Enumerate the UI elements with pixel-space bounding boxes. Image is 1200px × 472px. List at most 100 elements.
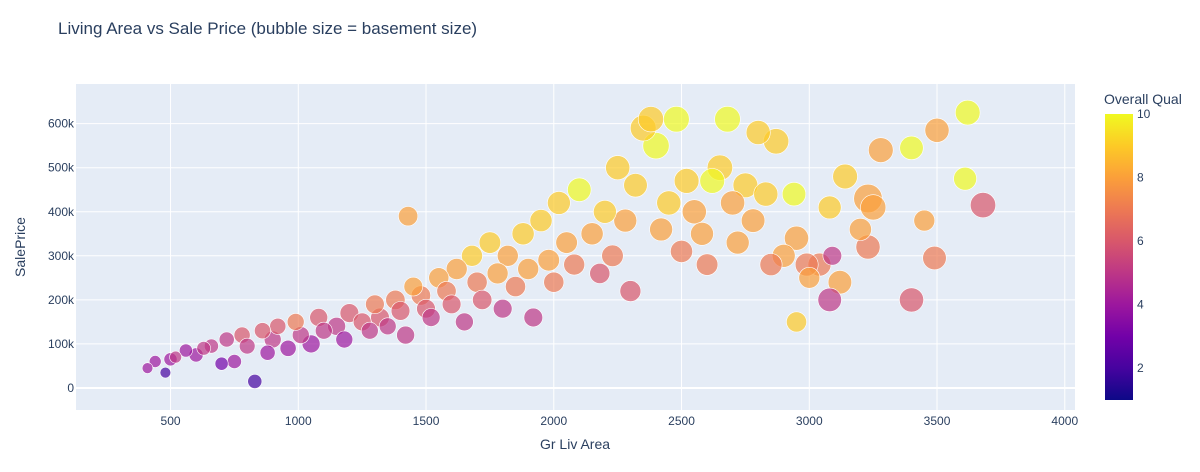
data-point bbox=[390, 301, 411, 321]
x-tick-label: 2500 bbox=[668, 414, 695, 428]
colorbar-tick-label: 8 bbox=[1137, 171, 1144, 185]
data-points bbox=[141, 99, 996, 389]
data-point bbox=[314, 321, 333, 340]
data-point bbox=[720, 190, 746, 216]
colorbar-tick-label: 10 bbox=[1137, 107, 1151, 121]
y-tick-label: 200k bbox=[48, 293, 75, 307]
data-point bbox=[649, 217, 673, 242]
data-point bbox=[159, 366, 172, 379]
data-point bbox=[860, 194, 887, 221]
data-point bbox=[913, 209, 936, 232]
x-tick-label: 1500 bbox=[413, 414, 440, 428]
data-point bbox=[396, 325, 415, 345]
data-point bbox=[637, 106, 664, 133]
data-point bbox=[365, 294, 385, 314]
data-point bbox=[781, 182, 807, 207]
data-point bbox=[226, 354, 242, 369]
data-point bbox=[445, 258, 468, 280]
x-axis-title: Gr Liv Area bbox=[540, 436, 610, 452]
data-point bbox=[725, 230, 750, 255]
data-point bbox=[753, 181, 779, 207]
y-tick-label: 400k bbox=[48, 205, 75, 219]
colorbar-tick-label: 6 bbox=[1137, 234, 1144, 248]
data-point bbox=[623, 173, 648, 198]
x-tick-label: 3500 bbox=[924, 414, 951, 428]
data-point bbox=[670, 239, 693, 263]
data-point bbox=[681, 199, 707, 225]
data-point bbox=[563, 253, 586, 276]
data-point bbox=[953, 166, 977, 191]
data-point bbox=[466, 271, 488, 293]
data-point bbox=[619, 280, 642, 302]
data-point bbox=[868, 137, 894, 163]
y-tick-label: 500k bbox=[48, 161, 75, 175]
data-point bbox=[786, 311, 807, 333]
data-point bbox=[589, 262, 611, 284]
data-point bbox=[832, 163, 858, 190]
data-point bbox=[656, 190, 682, 216]
data-point bbox=[593, 200, 617, 224]
colorbar-tick-label: 4 bbox=[1137, 298, 1144, 312]
data-point bbox=[784, 225, 809, 251]
data-point bbox=[478, 231, 502, 254]
data-point bbox=[523, 307, 543, 328]
data-point bbox=[745, 120, 771, 145]
data-point bbox=[403, 276, 423, 297]
data-point bbox=[690, 222, 714, 246]
data-point bbox=[759, 253, 783, 277]
data-point bbox=[259, 344, 276, 361]
data-point bbox=[461, 245, 483, 267]
data-point bbox=[817, 287, 842, 313]
chart-title: Living Area vs Sale Price (bubble size =… bbox=[58, 19, 477, 38]
data-point bbox=[714, 105, 741, 133]
data-point bbox=[360, 321, 379, 340]
x-tick-label: 500 bbox=[161, 414, 181, 428]
data-point bbox=[148, 355, 162, 368]
data-point bbox=[486, 262, 509, 285]
data-point bbox=[555, 231, 578, 254]
data-point bbox=[954, 99, 981, 126]
data-point bbox=[567, 177, 592, 202]
data-point bbox=[695, 253, 719, 276]
data-point bbox=[899, 287, 924, 313]
x-tick-label: 2000 bbox=[540, 414, 567, 428]
data-point bbox=[378, 317, 397, 336]
data-point bbox=[441, 294, 462, 314]
data-point bbox=[580, 222, 604, 246]
data-point bbox=[817, 195, 842, 220]
colorbar-tick-label: 2 bbox=[1137, 361, 1144, 375]
data-point bbox=[529, 209, 553, 233]
data-point bbox=[279, 339, 297, 357]
x-tick-label: 4000 bbox=[1051, 414, 1078, 428]
data-point bbox=[922, 245, 947, 271]
data-point bbox=[798, 266, 821, 289]
data-point bbox=[247, 373, 263, 389]
data-point bbox=[472, 289, 493, 310]
y-axis-title: SalePrice bbox=[12, 217, 28, 277]
data-point bbox=[517, 258, 540, 280]
data-point bbox=[547, 191, 571, 215]
data-point bbox=[740, 208, 766, 233]
data-point bbox=[543, 271, 565, 293]
data-point bbox=[214, 356, 229, 371]
data-point bbox=[663, 105, 690, 133]
data-point bbox=[605, 155, 631, 181]
data-point bbox=[673, 168, 700, 194]
x-tick-labels: 500 1000 1500 2000 2500 3000 3500 4000 bbox=[161, 414, 1079, 428]
data-point bbox=[141, 362, 154, 374]
data-point bbox=[269, 317, 287, 335]
data-point bbox=[969, 192, 996, 219]
data-point bbox=[254, 322, 271, 340]
x-tick-label: 3000 bbox=[796, 414, 823, 428]
colorbar-title: Overall Qual bbox=[1104, 91, 1182, 107]
colorbar-tick-labels: 2 4 6 8 10 bbox=[1137, 107, 1151, 375]
data-point bbox=[169, 350, 182, 364]
data-point bbox=[398, 206, 419, 227]
data-point bbox=[924, 117, 950, 143]
data-point bbox=[493, 299, 513, 319]
data-point bbox=[239, 337, 256, 355]
data-point bbox=[699, 168, 725, 194]
data-point bbox=[899, 135, 924, 160]
y-tick-labels: 0 100k 200k 300k 400k 500k 600k bbox=[48, 117, 75, 395]
data-point bbox=[849, 217, 872, 241]
